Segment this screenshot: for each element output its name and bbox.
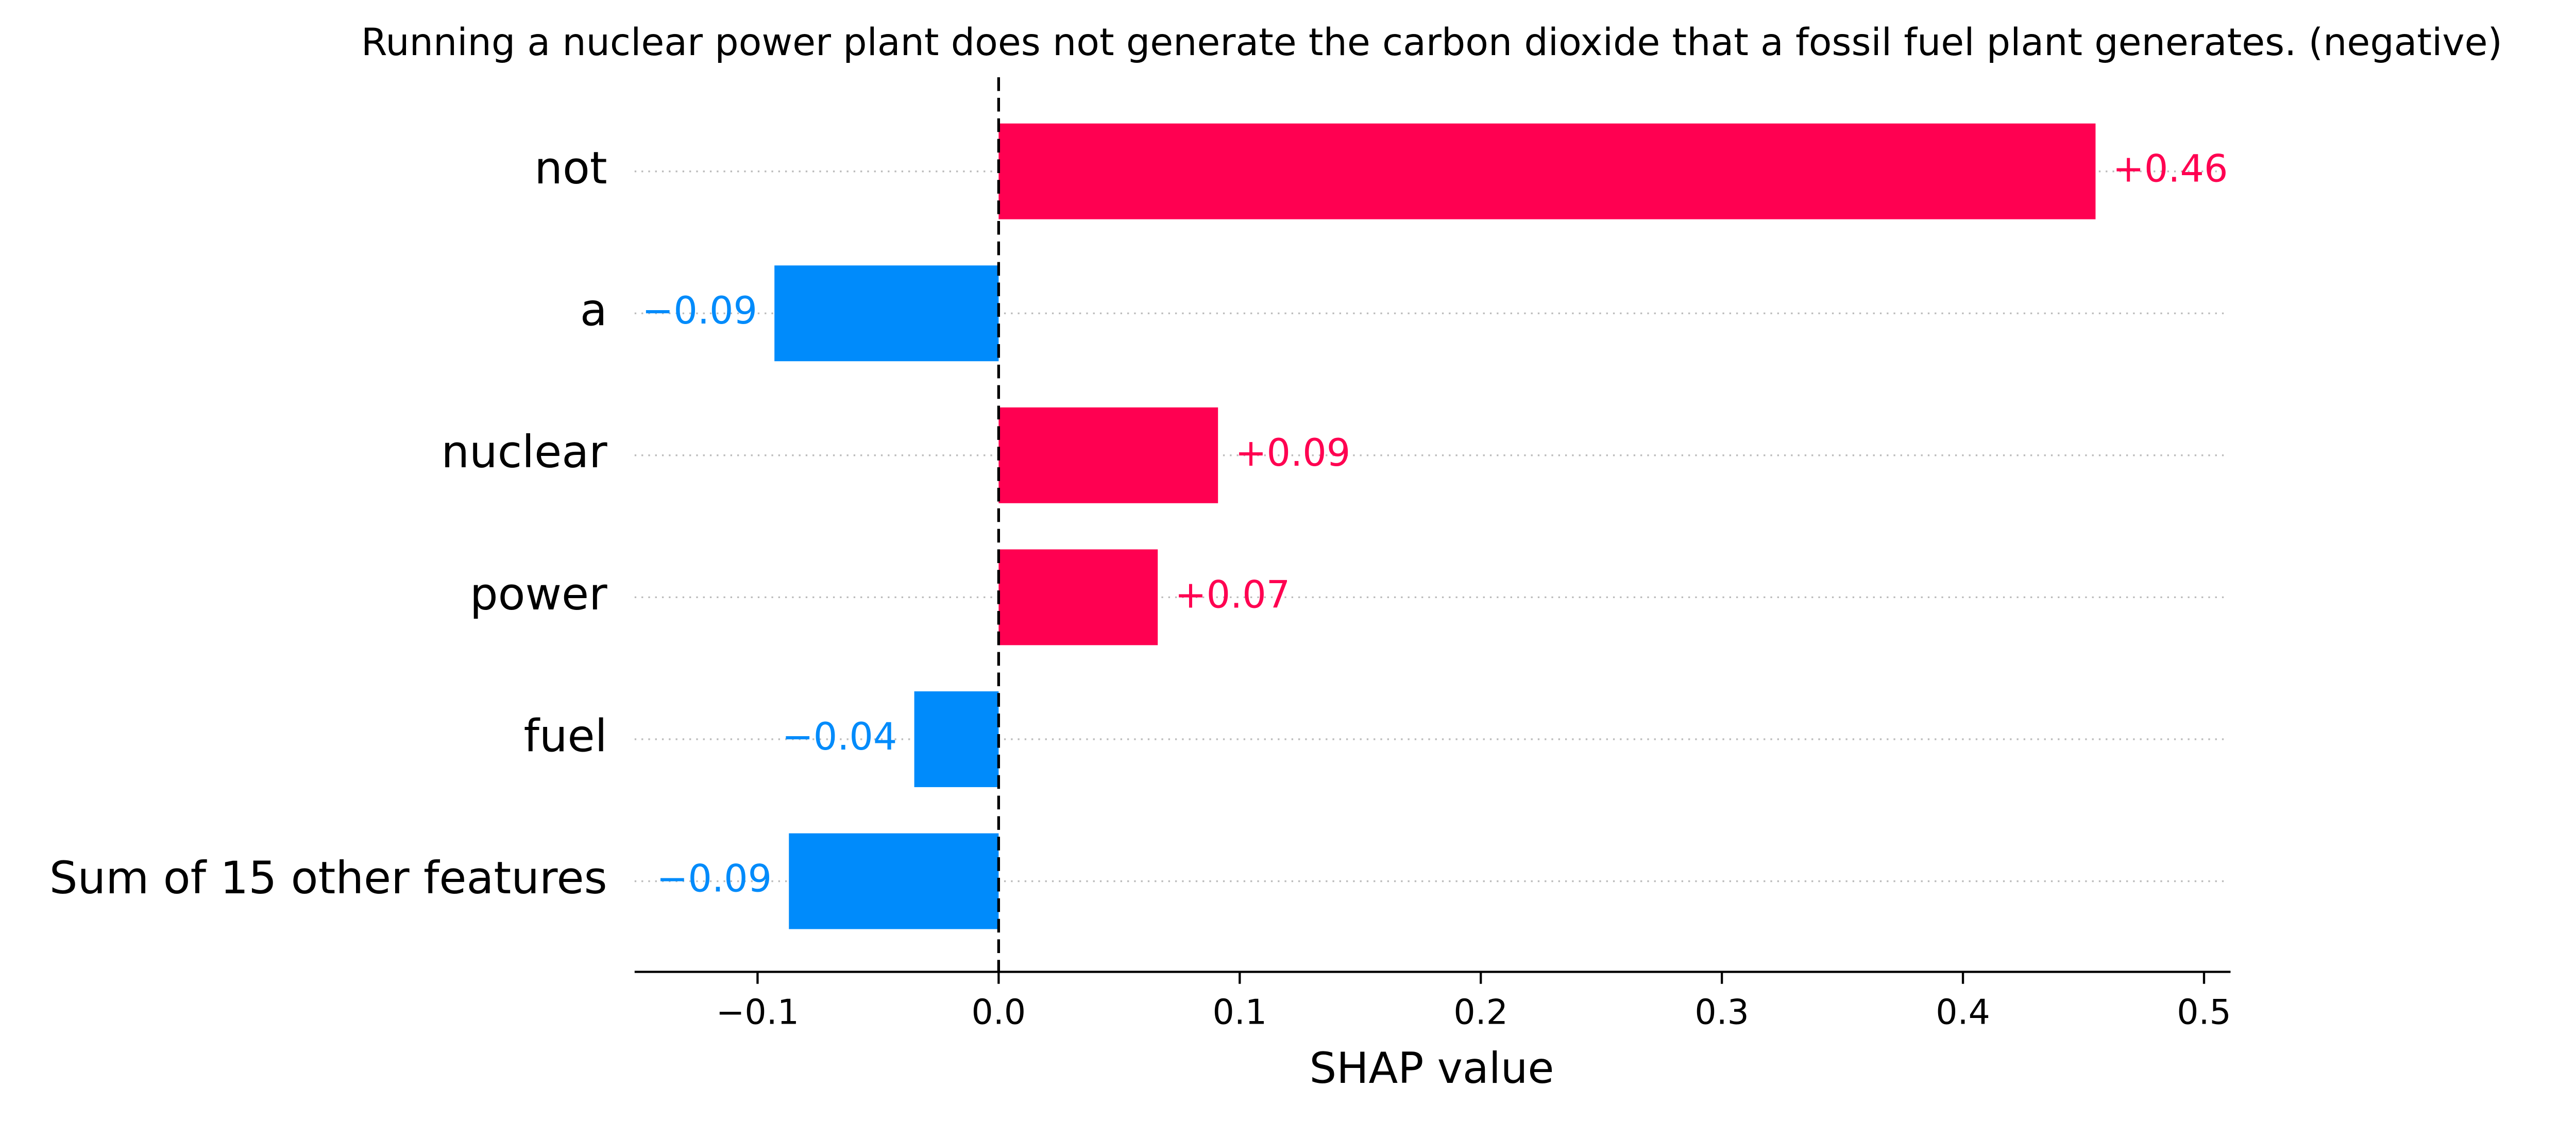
y-tick-label: a (580, 285, 607, 336)
bar (998, 123, 2096, 219)
bar (774, 265, 999, 362)
value-label: +0.07 (1175, 573, 1290, 617)
value-label: −0.04 (782, 715, 897, 759)
bar (998, 549, 1158, 646)
x-tick-label: 0.0 (972, 992, 1026, 1032)
x-axis-label: SHAP value (1309, 1043, 1554, 1093)
x-tick-label: 0.3 (1694, 992, 1749, 1032)
x-tick-label: 0.5 (2177, 992, 2231, 1032)
x-tick-label: 0.1 (1212, 992, 1267, 1032)
x-tick-label: 0.2 (1453, 992, 1508, 1032)
bar (998, 407, 1218, 503)
value-label: +0.09 (1235, 431, 1350, 475)
value-label: −0.09 (656, 857, 772, 901)
y-tick-label: fuel (523, 710, 607, 762)
bar (914, 691, 999, 787)
bar (789, 833, 999, 929)
y-tick-label: nuclear (441, 427, 607, 478)
x-tick-label: 0.4 (1936, 992, 1990, 1032)
value-label: +0.46 (2113, 147, 2228, 191)
y-tick-label: power (470, 569, 607, 620)
value-label: −0.09 (642, 289, 757, 333)
x-tick-label: −0.1 (716, 992, 799, 1032)
y-tick-label: Sum of 15 other features (49, 853, 607, 904)
y-tick-label: not (534, 143, 607, 194)
chart-title: Running a nuclear power plant does not g… (361, 21, 2502, 64)
